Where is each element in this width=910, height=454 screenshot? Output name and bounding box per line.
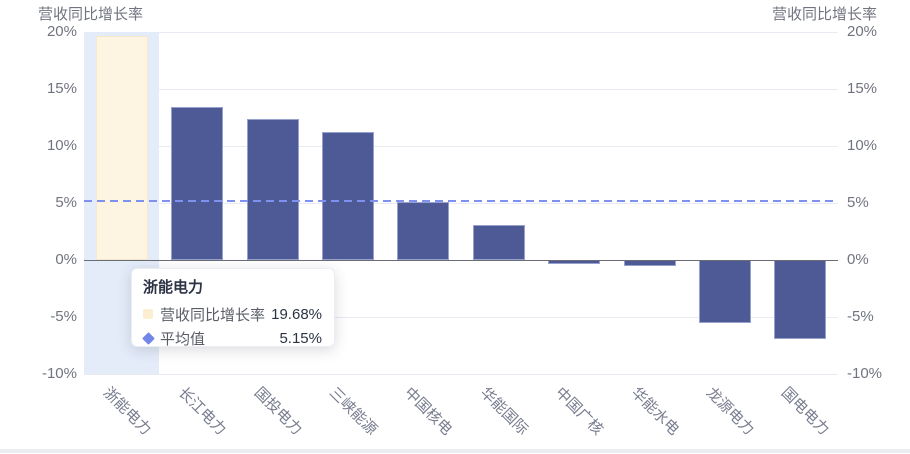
- right-y-tick-label: 5%: [847, 194, 869, 211]
- left-y-tick-label: 15%: [46, 80, 77, 97]
- bar-series-marker-icon: [143, 309, 153, 319]
- bar-10-国电电力[interactable]: [774, 260, 826, 340]
- x-axis-label-7: 中国广核: [551, 384, 607, 439]
- bar-1-浙能电力[interactable]: [96, 35, 148, 260]
- right-y-tick-label: 0%: [847, 251, 869, 268]
- gridline: [84, 317, 838, 318]
- bar-4-三峡能源[interactable]: [322, 131, 374, 260]
- right-y-tick-label: 20%: [847, 23, 878, 40]
- gridline: [84, 89, 838, 90]
- left-y-tick-label: 20%: [46, 23, 77, 40]
- bar-2-长江电力[interactable]: [171, 106, 223, 260]
- x-axis-label-10: 国电电力: [777, 384, 833, 439]
- x-axis-label-2: 长江电力: [174, 384, 230, 439]
- tooltip-row-average: 平均值 5.15%: [142, 326, 322, 350]
- tooltip-series-value: 19.68%: [271, 305, 322, 323]
- x-axis-label-8: 华能水电: [627, 384, 683, 439]
- x-axis-label-1: 浙能电力: [99, 384, 155, 439]
- bottom-edge-strip: [0, 449, 910, 453]
- average-dashed-line: [84, 200, 838, 202]
- tooltip-title: 浙能电力: [143, 279, 204, 296]
- right-y-axis-title: 营收同比增长率: [771, 6, 877, 23]
- x-axis-label-3: 国投电力: [250, 384, 306, 439]
- left-y-tick-label: -5%: [50, 308, 77, 325]
- bar-9-龙源电力[interactable]: [699, 260, 751, 324]
- left-y-tick-label: 0%: [55, 251, 77, 268]
- left-y-tick-label: -10%: [41, 365, 77, 382]
- left-y-tick-label: 10%: [46, 137, 77, 154]
- gridline: [84, 32, 838, 33]
- tooltip-series-label: 营收同比增长率: [160, 306, 266, 324]
- x-axis-label-4: 三峡能源: [325, 384, 381, 439]
- right-y-tick-label: 15%: [847, 80, 878, 97]
- right-y-tick-label: 10%: [847, 137, 878, 154]
- zero-axis-line: [84, 260, 838, 261]
- tooltip-row-revenue-growth: 营收同比增长率 19.68%: [143, 302, 322, 326]
- gridline: [84, 374, 838, 375]
- bar-5-中国核电[interactable]: [397, 201, 449, 260]
- left-y-axis-title: 营收同比增长率: [38, 6, 144, 23]
- gridline: [84, 203, 838, 204]
- average-diamond-marker-icon: [142, 331, 155, 345]
- gridline: [84, 146, 838, 147]
- left-y-tick-label: 5%: [55, 194, 77, 211]
- right-y-tick-label: -10%: [847, 365, 883, 382]
- right-y-tick-label: -5%: [847, 308, 874, 325]
- tooltip-average-value: 5.15%: [279, 329, 322, 347]
- bar-6-华能国际[interactable]: [473, 225, 525, 260]
- x-axis-label-9: 龙源电力: [702, 384, 758, 439]
- chart-tooltip: 浙能电力 营收同比增长率 19.68% 平均值 5.15%: [131, 268, 335, 350]
- x-axis-label-5: 中国核电: [400, 384, 456, 439]
- bar-3-国投电力[interactable]: [247, 119, 299, 260]
- tooltip-average-label: 平均值: [160, 330, 206, 348]
- x-axis-label-6: 华能国际: [476, 384, 532, 439]
